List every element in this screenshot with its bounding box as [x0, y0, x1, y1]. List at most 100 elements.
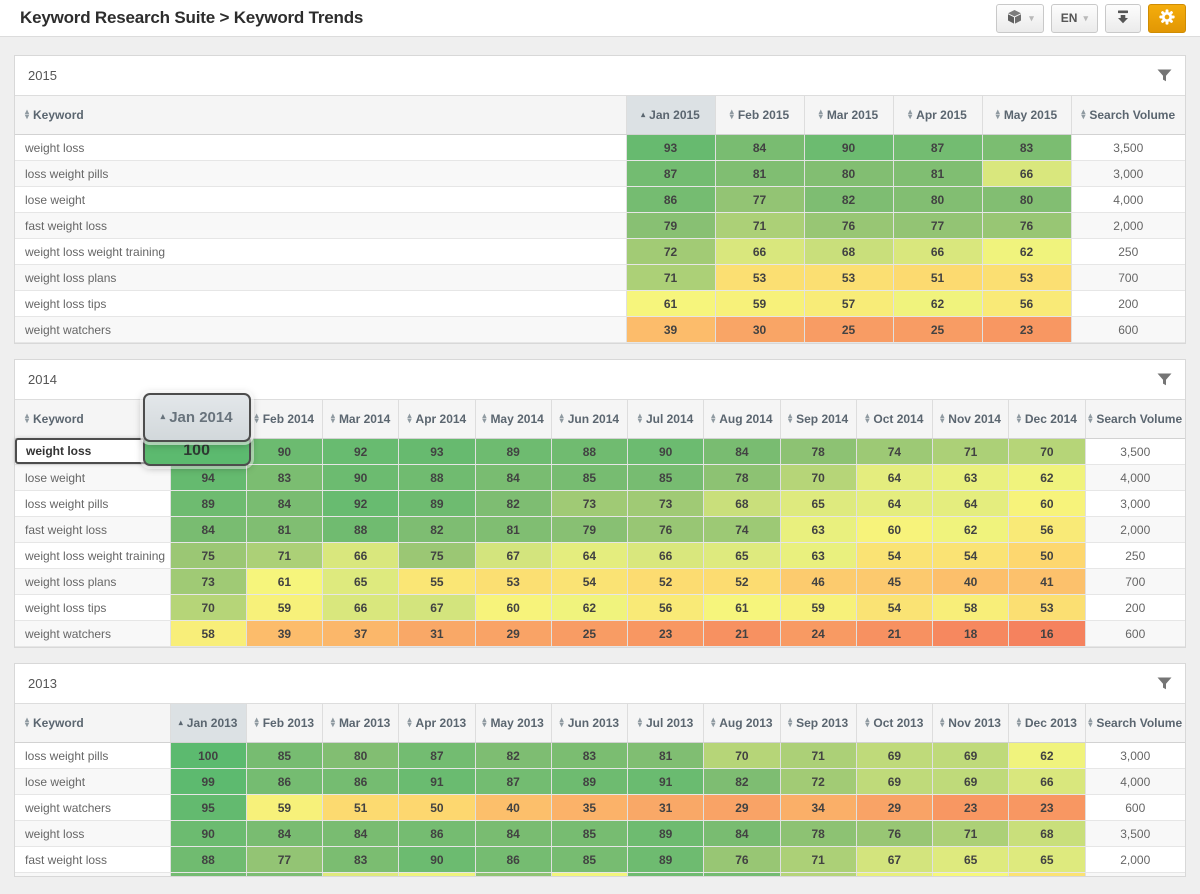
column-header-month[interactable]: ▴ ▾ Jul 2013: [627, 703, 705, 743]
filter-icon[interactable]: [1157, 677, 1172, 690]
column-header-month[interactable]: ▴ ▾ Sep 2013: [780, 703, 857, 743]
column-header-search-volume[interactable]: ▴ ▾ Search Volume: [1085, 703, 1185, 743]
column-header-search-volume[interactable]: ▴ ▾ Search Volume: [1085, 399, 1185, 439]
trend-value-cell: [1008, 872, 1086, 876]
column-header-search-volume[interactable]: ▴ ▾ Search Volume: [1071, 95, 1185, 135]
column-header-month[interactable]: ▴ Jan 2014: [142, 393, 251, 442]
sort-down-icon: ▾: [637, 415, 642, 425]
column-header-month[interactable]: ▴ ▾ Oct 2013: [856, 703, 934, 743]
sort-icon: ▴ ▾: [908, 108, 913, 121]
column-header-keyword[interactable]: ▴ ▾ Keyword: [15, 95, 627, 135]
column-header-month[interactable]: ▴ ▾ Sep 2014: [780, 399, 857, 439]
column-header-month[interactable]: ▴ Jan 2013: [170, 703, 247, 743]
trend-value-cell: 76: [627, 516, 705, 543]
trend-value-cell: 86: [475, 846, 552, 873]
column-header-month[interactable]: ▴ ▾ Aug 2014: [703, 399, 781, 439]
trend-value-cell: 63: [780, 516, 857, 543]
language-button[interactable]: EN ▾: [1050, 3, 1098, 33]
keyword-cell: loss weight pills: [15, 160, 627, 187]
column-header-month[interactable]: ▴ ▾ Aug 2013: [703, 703, 781, 743]
sort-down-icon: ▾: [788, 719, 793, 729]
table-row: loss weight pills 89 84 92 89 82 73 73 68 65 64 64 6…: [15, 490, 1185, 517]
sort-icon: ▴ ▾: [1016, 411, 1021, 424]
sort-icon: ▴ ▾: [1017, 716, 1021, 728]
sort-icon: ▴ ▾: [331, 716, 335, 728]
table-row: weight loss weight training 75 71 66 75 67 64 6…: [15, 542, 1185, 569]
column-header-month[interactable]: ▴ ▾ Nov 2014: [932, 399, 1010, 439]
trend-value-cell: 65: [932, 846, 1010, 873]
keyword-cell: fast weight loss: [15, 846, 171, 873]
trend-value-cell: 84: [170, 516, 247, 543]
column-header-month[interactable]: ▴ ▾ Mar 2015: [804, 95, 894, 135]
trend-value-cell: 88: [322, 516, 400, 543]
keyword-cell: loss weight pills: [15, 742, 171, 769]
keyword-cell: fast weight loss: [15, 212, 627, 239]
trend-value-cell: 25: [893, 316, 983, 343]
column-header-month[interactable]: ▴ ▾ Feb 2013: [246, 703, 324, 743]
trend-value-cell: 84: [703, 438, 781, 465]
sort-down-icon: ▾: [818, 111, 823, 121]
trend-value-cell: 66: [893, 238, 983, 265]
trend-value-cell: 82: [398, 516, 476, 543]
trend-value-cell: 66: [1008, 768, 1086, 795]
trend-value-cell: [932, 872, 1010, 876]
filter-icon[interactable]: [1157, 69, 1172, 82]
column-header-month[interactable]: ▴ ▾ Apr 2015: [893, 95, 983, 135]
column-header-month[interactable]: ▴ ▾ Mar 2013: [322, 703, 400, 743]
column-header-month[interactable]: ▴ ▾ Dec 2014: [1008, 399, 1086, 439]
column-header-month[interactable]: ▴ ▾ Oct 2014: [856, 399, 934, 439]
trend-value-cell: 72: [780, 768, 857, 795]
trend-value-cell: 23: [932, 794, 1010, 821]
sort-up-icon: ▴: [711, 715, 716, 725]
trend-value-cell: 65: [1008, 846, 1086, 873]
column-header-month[interactable]: ▴ ▾ Dec 2013: [1008, 703, 1086, 743]
trend-value-cell: 64: [932, 490, 1010, 517]
trend-value-cell: 87: [893, 134, 983, 161]
trend-value-cell: 89: [627, 846, 705, 873]
sort-down-icon: ▾: [25, 111, 30, 121]
trend-value-cell: 53: [804, 264, 894, 291]
download-button[interactable]: [1105, 3, 1141, 33]
column-header-month[interactable]: ▴ ▾ May 2013: [475, 703, 552, 743]
sort-up-icon: ▴: [330, 411, 335, 421]
sort-down-icon: ▾: [940, 719, 945, 729]
sort-up-icon: ▴: [940, 411, 945, 421]
table-row: weight loss weight training 72 66 68 66 62 250: [15, 238, 1185, 265]
settings-button[interactable]: [1148, 3, 1186, 33]
trend-value-cell: 57: [804, 290, 894, 317]
sort-up-icon: ▴: [1016, 411, 1021, 421]
column-header-month[interactable]: ▴ ▾ Jul 2014: [627, 399, 705, 439]
search-volume-cell: 3,000: [1085, 490, 1185, 517]
column-header-month[interactable]: ▴ ▾ May 2014: [475, 399, 552, 439]
trend-value-cell: 53: [475, 568, 552, 595]
sort-down-icon: ▾: [908, 111, 913, 121]
column-header-month[interactable]: ▴ ▾ Mar 2014: [322, 399, 400, 439]
sort-icon: ▴ ▾: [711, 715, 716, 728]
sort-up-icon: ▴: [559, 411, 564, 421]
filter-icon[interactable]: [1157, 373, 1172, 386]
trend-value-cell: 63: [780, 542, 857, 569]
column-header-month[interactable]: ▴ Jan 2015: [626, 95, 716, 135]
trend-value-cell: 69: [932, 768, 1010, 795]
column-header-month[interactable]: ▴ ▾ Jun 2013: [551, 703, 629, 743]
column-header-month[interactable]: ▴ ▾ Nov 2013: [932, 703, 1010, 743]
search-volume-cell: 250: [1071, 238, 1185, 265]
column-header-keyword[interactable]: ▴ ▾ Keyword: [15, 703, 171, 743]
column-header-month[interactable]: ▴ ▾ Jun 2014: [551, 399, 629, 439]
trend-value-cell: 91: [398, 768, 476, 795]
column-header-month[interactable]: ▴ ▾ May 2015: [982, 95, 1072, 135]
keyword-trends-table-2015: ▴ ▾ Keyword ▴ Jan 2015 ▴ ▾ Feb 2015 ▴ ▾ Mar 2015 ▴ ▾…: [15, 95, 1185, 343]
chevron-down-icon: ▾: [1083, 12, 1088, 23]
column-header-month[interactable]: ▴ ▾ Feb 2015: [715, 95, 805, 135]
column-header-month[interactable]: ▴ ▾ Apr 2014: [398, 399, 476, 439]
sort-up-icon: ▴: [25, 715, 30, 725]
export-button[interactable]: ▾: [996, 3, 1044, 33]
trend-value-cell: 60: [475, 594, 552, 621]
column-header-month[interactable]: ▴ ▾ Apr 2013: [398, 703, 476, 743]
sort-icon: ▴ ▾: [482, 412, 486, 424]
trend-value-cell: 37: [322, 620, 400, 647]
column-header-month[interactable]: ▴ ▾ Feb 2014: [246, 399, 324, 439]
trend-value-cell: [322, 872, 400, 876]
sort-down-icon: ▾: [254, 415, 259, 425]
